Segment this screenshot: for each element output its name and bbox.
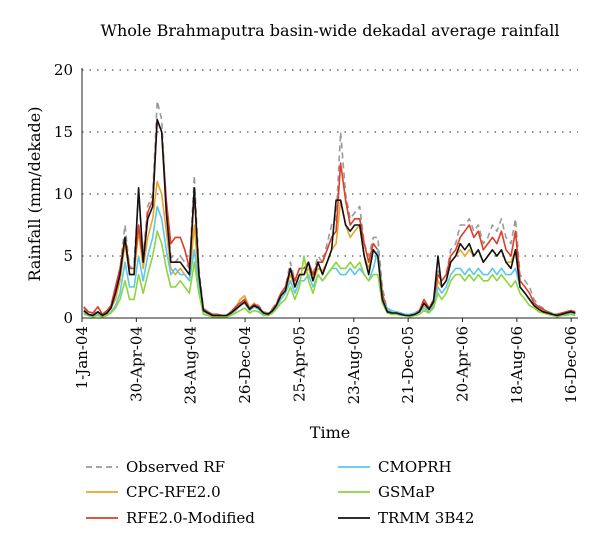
- x-axis-label: Time: [310, 423, 350, 442]
- y-tick-label: 0: [63, 309, 73, 327]
- x-tick-label: 23-Aug-05: [345, 326, 363, 404]
- x-tick-label: 28-Aug-04: [182, 326, 200, 404]
- y-tick-label: 20: [54, 61, 73, 79]
- y-tick-labels: 0 5 10 15 20: [54, 61, 73, 327]
- x-tick-label: 30-Apr-04: [127, 326, 145, 402]
- x-tick-label: 18-Aug-06: [508, 326, 526, 404]
- y-tick-label: 10: [54, 185, 73, 203]
- legend-label: CMOPRH: [378, 458, 452, 476]
- chart-title: Whole Brahmaputra basin-wide dekadal ave…: [101, 21, 560, 40]
- series-line-2: [83, 118, 576, 317]
- x-tick-label: 26-Dec-04: [236, 326, 254, 404]
- series-lines: [83, 100, 576, 318]
- x-tick-label: 20-Apr-06: [454, 326, 472, 402]
- x-tick-labels: 1-Jan-04 30-Apr-04 28-Aug-04 26-Dec-04 25-Ap…: [73, 318, 580, 404]
- legend-label: RFE2.0-Modified: [126, 509, 255, 527]
- series-line-4: [83, 230, 576, 318]
- y-tick-label: 5: [63, 247, 73, 265]
- series-line-3: [83, 205, 576, 318]
- legend-label: CPC-RFE2.0: [126, 483, 221, 501]
- y-axis-label: Rainfall (mm/dekade): [25, 106, 44, 281]
- axes: [81, 68, 578, 319]
- x-tick-label: 21-Dec-05: [399, 326, 417, 404]
- series-line-0: [83, 100, 576, 317]
- series-line-1: [83, 180, 576, 317]
- legend-label: Observed RF: [126, 458, 225, 476]
- x-tick-label: 16-Dec-06: [562, 326, 580, 404]
- legend-label: TRMM 3B42: [378, 509, 474, 527]
- x-tick-label: 1-Jan-04: [73, 326, 91, 389]
- x-tick-label: 25-Apr-05: [290, 326, 308, 402]
- legend-label: GSMaP: [378, 483, 435, 501]
- y-tick-label: 15: [54, 123, 73, 141]
- series-line-5: [83, 118, 576, 317]
- legend: Observed RF CPC-RFE2.0 RFE2.0-Modified CMOP…: [86, 458, 474, 527]
